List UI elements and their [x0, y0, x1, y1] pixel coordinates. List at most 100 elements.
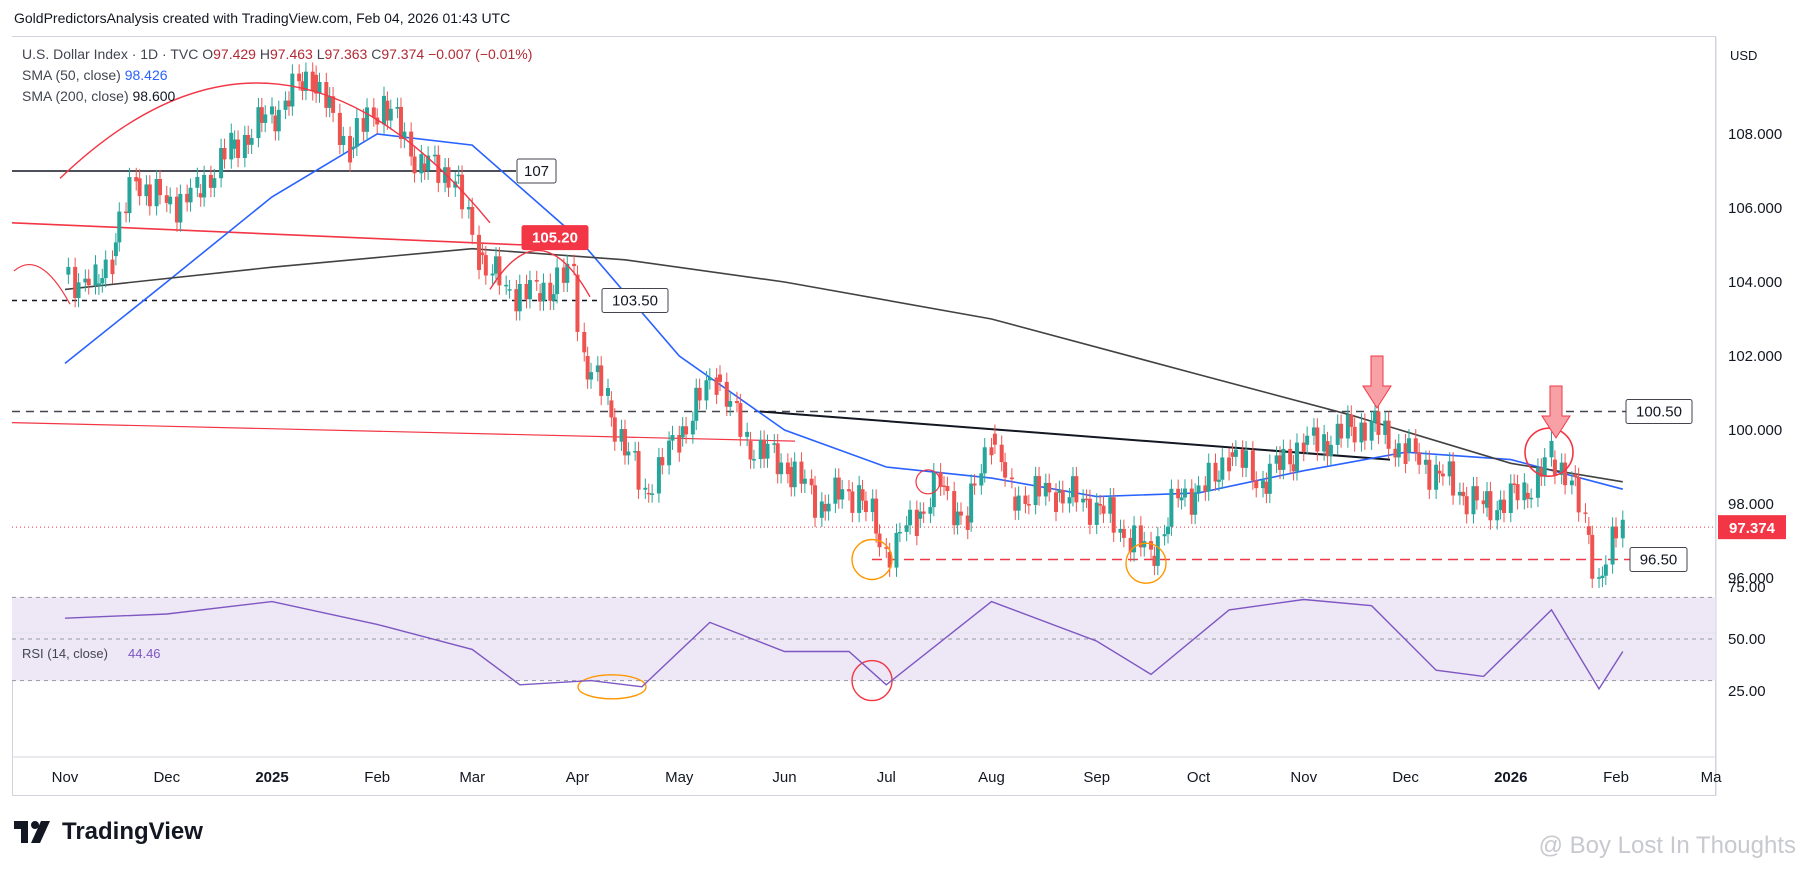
candle-body [809, 478, 814, 486]
candle-body [646, 492, 651, 495]
rsi-tick-label: 25.00 [1728, 683, 1766, 700]
candle-body [1352, 426, 1357, 443]
candle-body [826, 503, 831, 512]
y-tick-label: 108.000 [1728, 126, 1782, 143]
rounded-top-arc [59, 82, 491, 224]
candle-body [955, 511, 960, 526]
candle-body [297, 73, 302, 82]
level-label-box [1625, 399, 1693, 424]
rsi-oversold-ellipse [577, 674, 647, 700]
candle-body [480, 252, 485, 256]
candle-body [850, 491, 855, 513]
candle-body [1118, 528, 1123, 533]
candle-body [1369, 420, 1374, 441]
candle-body [1437, 470, 1442, 474]
candle-body [83, 278, 88, 283]
candle-body [1189, 488, 1194, 515]
candle-body [1311, 427, 1316, 436]
candle-body [1244, 450, 1249, 468]
candle-body [650, 493, 655, 495]
sma200-value: 98.600 [132, 88, 176, 104]
candle-body [846, 489, 851, 492]
candle-body [1291, 464, 1296, 472]
chart-legend: U.S. Dollar Index · 1D · TVC O97.429 H97… [22, 44, 532, 107]
candle-body [1376, 411, 1381, 435]
candle-body [1216, 479, 1221, 482]
candle-body [589, 372, 594, 380]
candle-body [1070, 476, 1075, 498]
legend-sma200-row[interactable]: SMA (200, close) 98.600 [22, 86, 532, 107]
candle-body [1325, 441, 1330, 457]
candle-body [361, 118, 366, 132]
candle-body [585, 356, 590, 380]
candle-body [799, 461, 804, 484]
candle-body [565, 263, 570, 283]
candle-body [1060, 489, 1065, 504]
candle-body [548, 282, 553, 301]
level-label: 103.50 [612, 293, 658, 310]
candle-body [395, 106, 400, 109]
resistance-circle [1524, 427, 1574, 478]
candle-body [1152, 555, 1157, 566]
candle-body [1132, 525, 1137, 553]
candle-body [921, 511, 926, 514]
candle-body [432, 154, 437, 157]
candle-body [1013, 496, 1018, 511]
candle-body [857, 485, 862, 513]
candle-body [100, 278, 105, 284]
candle-body [884, 547, 889, 549]
down-arrow-icon [1362, 355, 1392, 409]
candle-body [232, 139, 237, 149]
candle-body [73, 266, 78, 299]
candle-body [208, 174, 213, 188]
candle-body [124, 211, 129, 214]
candle-body [86, 278, 91, 286]
candle-body [1451, 461, 1456, 496]
close-label: C [371, 46, 382, 62]
candle-body [670, 435, 675, 441]
candle-body [762, 439, 767, 459]
chart-canvas[interactable]: 108.000 106.000 104.000 102.000 100.000 98.00… [0, 0, 1814, 800]
candle-body [456, 174, 461, 177]
symbol-name[interactable]: U.S. Dollar Index · 1D · TVC [22, 46, 199, 62]
candle-body [286, 100, 291, 107]
candle-body [1267, 463, 1272, 494]
candle-body [1281, 448, 1286, 470]
candle-body [1610, 526, 1615, 565]
candle-body [219, 147, 224, 179]
chart-caption: GoldPredictorsAnalysis created with Trad… [14, 10, 511, 26]
tradingview-logo[interactable]: TradingView [14, 818, 203, 846]
candle-body [110, 259, 115, 275]
candle-body [164, 195, 169, 203]
down-arrow-icon [1541, 385, 1571, 439]
candle-body [989, 447, 994, 456]
candle-body [1206, 462, 1211, 492]
candle-body [402, 131, 407, 139]
candle-body [660, 457, 665, 466]
legend-sma50-row[interactable]: SMA (50, close) 98.426 [22, 65, 532, 86]
candle-body [490, 273, 495, 276]
x-tick-label: Ma [1701, 769, 1722, 786]
candle-body [690, 420, 695, 435]
left-arc [13, 263, 71, 305]
candle-body [612, 417, 617, 442]
candle-body [1043, 482, 1048, 497]
candle-body [952, 491, 957, 526]
candle-body [1240, 449, 1245, 468]
candle-body [1301, 442, 1306, 452]
candle-body [1512, 483, 1517, 485]
tradingview-logo-icon [14, 821, 50, 843]
candle-body [1423, 459, 1428, 465]
candle-body [972, 483, 977, 486]
candle-body [1054, 492, 1058, 513]
candle-body [1586, 526, 1591, 535]
candle-body [300, 81, 305, 91]
candle-body [619, 429, 624, 442]
candle-body [979, 473, 984, 486]
change-value: −0.007 (−0.01%) [428, 46, 533, 62]
candle-body [178, 193, 183, 223]
candle-body [745, 431, 750, 437]
candle-body [1193, 492, 1198, 515]
candle-body [1396, 443, 1401, 458]
candle-body [680, 426, 685, 438]
